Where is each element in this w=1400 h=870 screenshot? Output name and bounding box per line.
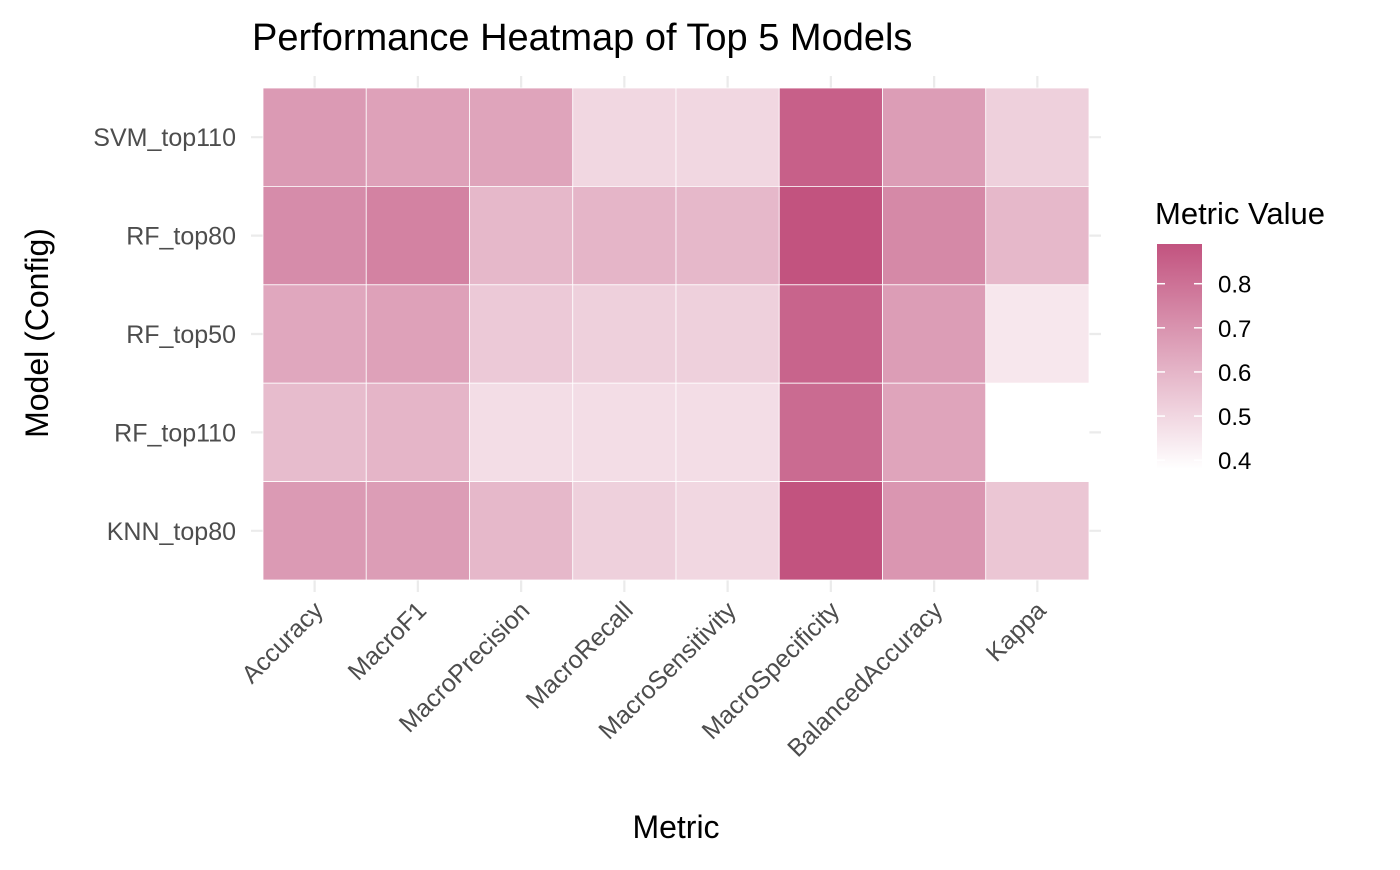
y-tick-labels: SVM_top110 RF_top80 RF_top50 RF_top110 KNN_t… [93, 124, 236, 546]
heatmap-cell [882, 87, 987, 187]
heatmap-cell [882, 185, 987, 286]
heatmap-cell [365, 87, 470, 187]
legend-tick-label: 0.8 [1218, 272, 1251, 299]
chart-title: Performance Heatmap of Top 5 Models [252, 17, 912, 59]
heatmap-cell [262, 284, 367, 384]
heatmap-cell [985, 382, 1090, 483]
heatmap-cell [262, 481, 367, 581]
x-axis-title: Metric [632, 809, 719, 845]
legend-tick-label: 0.4 [1218, 448, 1251, 475]
y-tick-label: RF_top80 [126, 223, 236, 251]
heatmap-cell [262, 185, 367, 286]
heatmap-cell [675, 185, 780, 286]
heatmap-cell [572, 382, 677, 483]
heatmap-cell [778, 284, 883, 384]
y-tick-label: KNN_top80 [107, 518, 236, 546]
heatmap-cell [778, 481, 883, 581]
heatmap-cell [882, 481, 987, 581]
heatmap-cell [572, 284, 677, 384]
heatmap-cell [469, 481, 574, 581]
heatmap-cell [675, 382, 780, 483]
y-axis-title: Model (Config) [19, 228, 55, 438]
color-legend: Metric Value 0.8 0.7 0.6 0.5 0.4 [1155, 196, 1325, 475]
heatmap-cell [778, 185, 883, 286]
heatmap-cell [262, 87, 367, 187]
heatmap-cell [572, 481, 677, 581]
heatmap-cell [778, 382, 883, 483]
legend-tick-label: 0.6 [1218, 360, 1251, 387]
x-tick-label: Kappa [981, 596, 1052, 667]
heatmap-cell [985, 87, 1090, 187]
heatmap-cell [985, 284, 1090, 384]
x-tick-label: Accuracy [236, 596, 329, 689]
heatmap-cell [365, 382, 470, 483]
heatmap-cell [262, 382, 367, 483]
heatmap-cell [985, 481, 1090, 581]
heatmap-cell [572, 185, 677, 286]
heatmap-cells [262, 87, 1090, 581]
heatmap-cell [985, 185, 1090, 286]
heatmap-cell [365, 284, 470, 384]
heatmap-cell [882, 382, 987, 483]
y-tick-label: SVM_top110 [93, 124, 236, 152]
x-tick-labels: Accuracy MacroF1MacroPrecisionMacroRecall… [236, 596, 1051, 763]
heatmap-cell [469, 382, 574, 483]
heatmap-cell [675, 284, 780, 384]
legend-colorbar [1157, 244, 1202, 469]
heatmap-cell [882, 284, 987, 384]
legend-title: Metric Value [1155, 196, 1325, 231]
x-tick-label: MacroF1 [343, 596, 433, 686]
heatmap-cell [572, 87, 677, 187]
heatmap-cell [469, 284, 574, 384]
y-tick-label: RF_top50 [126, 321, 236, 349]
heatmap-cell [365, 481, 470, 581]
heatmap-cell [675, 481, 780, 581]
legend-tick-label: 0.5 [1218, 404, 1251, 431]
heatmap-cell [675, 87, 780, 187]
legend-ticks: 0.8 0.7 0.6 0.5 0.4 [1157, 272, 1251, 475]
heatmap-cell [778, 87, 883, 187]
heatmap-cell [469, 185, 574, 286]
heatmap-cell [469, 87, 574, 187]
y-tick-label: RF_top110 [114, 419, 236, 447]
heatmap-cell [365, 185, 470, 286]
legend-tick-label: 0.7 [1218, 316, 1251, 343]
